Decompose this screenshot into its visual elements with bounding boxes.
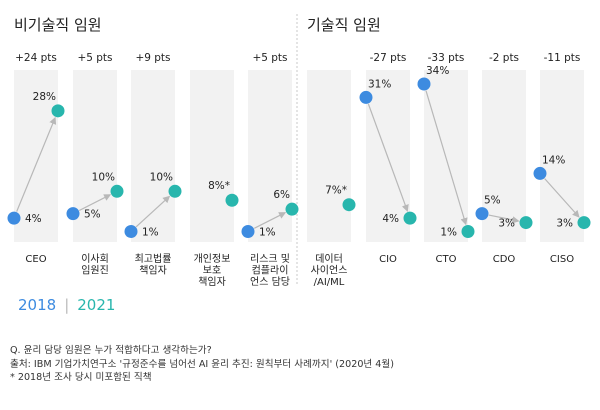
- category-label: 최고법률: [135, 253, 172, 265]
- change-arrow: [544, 178, 580, 218]
- dot-2021: [519, 216, 533, 230]
- change-arrow: [16, 116, 57, 212]
- value-label-2018: 1%: [259, 227, 276, 239]
- value-label-2018: 5%: [84, 209, 101, 221]
- change-arrow: [135, 195, 171, 228]
- metric-band: [248, 70, 292, 242]
- category-label: CISO: [550, 254, 574, 265]
- category-label: CIO: [379, 254, 397, 265]
- dot-2021: [342, 198, 356, 212]
- category-label: CEO: [25, 254, 46, 265]
- group-title: 기술직 임원: [307, 16, 381, 34]
- legend-2018: 2018: [18, 296, 57, 314]
- value-label-2021: 10%: [150, 171, 173, 183]
- value-label-2018: 5%: [484, 195, 501, 207]
- value-label-2021: 10%: [92, 171, 115, 183]
- dot-2021: [168, 184, 182, 198]
- change-label: -2 pts: [489, 52, 519, 64]
- change-arrow: [253, 212, 287, 229]
- metric-band: [482, 70, 526, 242]
- dot-2018: [66, 207, 80, 221]
- change-arrow: [425, 90, 468, 226]
- metric-band: [190, 70, 234, 242]
- category-label: 책임자: [139, 264, 167, 277]
- dot-2018: [417, 77, 431, 91]
- change-arrow: [367, 103, 409, 212]
- value-label-2018: 1%: [142, 227, 159, 239]
- dot-2021: [403, 211, 417, 225]
- category-label: /AI/ML: [314, 277, 345, 288]
- category-label: 언스 담당: [250, 276, 290, 288]
- category-label: 임원진: [81, 264, 109, 277]
- category-label: 책임자: [198, 275, 226, 288]
- value-label-2021: 4%: [382, 213, 399, 225]
- category-label: 컴플라이: [252, 265, 289, 277]
- value-label-2018: 31%: [368, 78, 391, 90]
- metric-band: [14, 70, 58, 242]
- source-note: 출처: IBM 기업가치연구소 '규정준수를 넘어선 AI 윤리 추진: 원칙부…: [10, 358, 394, 370]
- value-label-2021: 1%: [440, 227, 457, 239]
- dot-2021: [225, 193, 239, 207]
- metric-band: [131, 70, 175, 242]
- year-legend: 2018 | 2021: [18, 296, 115, 314]
- change-label: +24 pts: [15, 52, 57, 64]
- dot-2018: [475, 207, 489, 221]
- value-label-2021: 7%*: [325, 185, 347, 197]
- dot-2021: [285, 202, 299, 216]
- category-label: 사이언스: [311, 265, 348, 277]
- value-label-2018: 34%: [426, 65, 449, 77]
- value-label-2018: 4%: [25, 213, 42, 225]
- change-label: -27 pts: [370, 52, 407, 64]
- asterisk-note: * 2018년 조사 당시 미포함된 직책: [10, 372, 152, 383]
- category-label: 리스크 및: [250, 253, 290, 265]
- change-label: -33 pts: [428, 52, 465, 64]
- dot-2018: [124, 225, 138, 239]
- footnotes: Q. 윤리 담당 임원은 누가 적합하다고 생각하는가? 출처: IBM 기업가…: [10, 344, 394, 385]
- category-label: 보호: [203, 265, 221, 277]
- value-label-2021: 8%*: [208, 180, 230, 192]
- change-label: +9 pts: [135, 52, 170, 64]
- category-label: 이사회: [81, 253, 109, 265]
- category-label: CTO: [436, 254, 457, 265]
- value-label-2021: 28%: [33, 91, 56, 103]
- value-label-2021: 3%: [556, 218, 573, 230]
- metric-band: [366, 70, 410, 242]
- change-arrow: [488, 214, 520, 224]
- metric-band: [73, 70, 117, 242]
- category-label: 데이터: [315, 253, 343, 265]
- value-label-2021: 3%: [498, 218, 515, 230]
- dot-2021: [461, 225, 475, 239]
- slope-chart: 비기술직 임원 기술직 임원 +24 pts CEO 4% 28% +5 pts 이사회임원진…: [7, 14, 591, 288]
- value-label-2021: 6%: [273, 189, 290, 201]
- change-label: -11 pts: [544, 52, 581, 64]
- change-label: +5 pts: [252, 52, 287, 64]
- legend-2021: 2021: [77, 296, 116, 314]
- dot-2018: [241, 225, 255, 239]
- survey-question: Q. 윤리 담당 임원은 누가 적합하다고 생각하는가?: [10, 345, 212, 356]
- dot-2021: [110, 184, 124, 198]
- dot-2018: [7, 211, 21, 225]
- metric-band: [307, 70, 351, 242]
- change-arrow: [78, 194, 112, 212]
- dot-2018: [359, 90, 373, 104]
- dot-2021: [51, 104, 65, 118]
- value-label-2018: 14%: [542, 154, 565, 166]
- change-label: +5 pts: [77, 52, 112, 64]
- legend-separator: |: [64, 296, 70, 314]
- group-title: 비기술직 임원: [14, 16, 102, 34]
- dot-2021: [577, 216, 591, 230]
- dot-2018: [533, 166, 547, 180]
- category-label: 개인정보: [194, 253, 231, 265]
- category-label: CDO: [493, 254, 516, 265]
